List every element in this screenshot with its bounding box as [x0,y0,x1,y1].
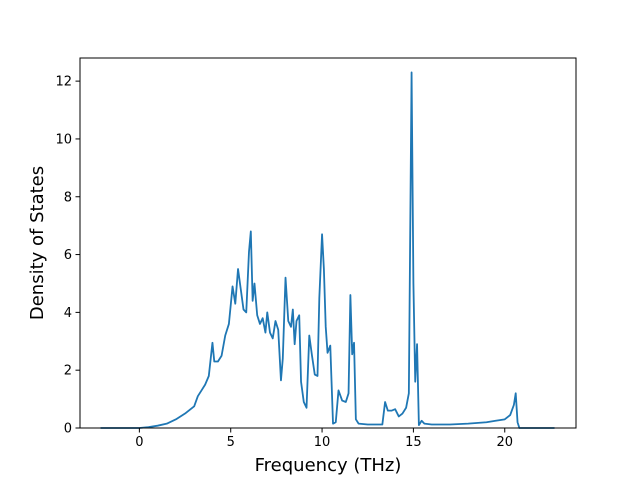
y-tick-label: 2 [64,364,72,379]
y-axis-label: Density of States [27,166,48,320]
x-tick-label: 10 [314,435,331,450]
x-tick-label: 15 [405,435,422,450]
dos-series-line [100,71,555,429]
x-tick-label: 20 [496,435,513,450]
axes-frame [79,57,577,429]
x-axis-label: Frequency (THz) [255,455,402,476]
y-tick-label: 6 [64,248,72,263]
y-tick-label: 8 [64,190,72,205]
y-tick-label: 12 [55,75,72,90]
x-tick-label: 0 [135,435,143,450]
y-tick-label: 4 [64,306,72,321]
axis-ticks: 0 5 10 15 20 0 2 4 6 8 10 12 [55,75,513,450]
y-tick-label: 0 [64,422,72,437]
plot-area [100,71,555,429]
x-tick-label: 5 [227,435,235,450]
y-tick-label: 10 [55,132,72,147]
